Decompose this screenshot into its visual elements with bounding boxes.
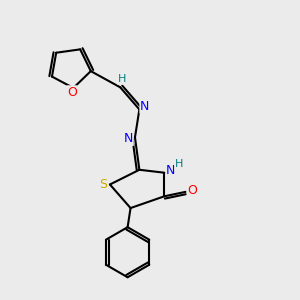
Text: S: S [100, 178, 107, 191]
Text: N: N [140, 100, 149, 113]
Text: N: N [166, 164, 176, 177]
Text: H: H [175, 160, 183, 170]
Text: O: O [67, 86, 77, 99]
Text: H: H [118, 74, 126, 84]
Text: O: O [187, 184, 197, 197]
Text: N: N [124, 132, 133, 146]
